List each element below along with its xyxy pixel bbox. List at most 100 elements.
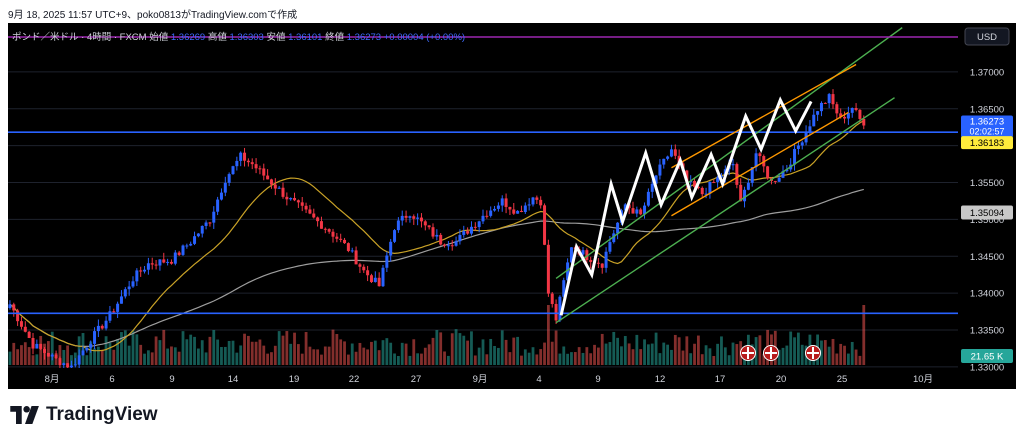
candle-body: [266, 176, 269, 180]
volume-bar: [466, 341, 469, 365]
volume-bar: [409, 356, 412, 365]
volume-bar: [247, 336, 250, 365]
ohlc-legend: ポンド／米ドル · 4時間 · FXCM 始値 1.36269 高値 1.363…: [8, 31, 958, 43]
volume-bar: [289, 344, 292, 365]
volume-bar: [143, 354, 146, 365]
volume-bar: [147, 350, 150, 365]
volume-bar: [535, 354, 538, 365]
volume-bar: [266, 354, 269, 365]
tradingview-logo: TradingView: [10, 404, 158, 426]
candle-body: [101, 326, 104, 329]
volume-bar: [189, 335, 192, 365]
candle-body: [605, 252, 608, 268]
candle-body: [774, 181, 777, 182]
volume-bar: [39, 336, 42, 365]
candle-body: [182, 246, 185, 255]
volume-bar: [193, 337, 196, 365]
time-tick-label: 22: [349, 374, 360, 385]
volume-bar: [12, 343, 15, 365]
candle-body: [224, 183, 227, 193]
volume-bar: [301, 354, 304, 365]
volume-bar: [255, 342, 258, 365]
volume-bar: [405, 344, 408, 365]
legend-field: 1.36303: [230, 32, 267, 43]
candle-body: [482, 216, 485, 222]
price-chart[interactable]: 1.37000 1.36500 1.35500 1.35000 1.34500 1.340…: [8, 23, 1016, 389]
volume-bar: [262, 346, 265, 365]
candle-body: [216, 200, 219, 212]
candle-body: [732, 164, 735, 165]
volume-bar: [174, 347, 177, 365]
volume-bar: [185, 339, 188, 365]
candle-body: [674, 149, 677, 155]
price-tick-label: 1.35500: [970, 178, 1004, 189]
candle-body: [308, 209, 311, 213]
volume-bar: [309, 347, 312, 365]
candle-body: [558, 297, 561, 321]
candle-body: [447, 245, 450, 246]
time-tick-label: 4: [536, 374, 541, 385]
channel-upper-orange: [671, 65, 856, 168]
volume-bar: [135, 334, 138, 365]
countdown-text: 02:02:57: [969, 127, 1004, 137]
candle-body: [351, 250, 354, 251]
candle-body: [124, 289, 127, 296]
candle-body: [335, 237, 338, 239]
volume-bar: [455, 329, 458, 365]
time-tick-label: 6: [109, 374, 114, 385]
volume-bar: [212, 330, 215, 365]
hline-price-label: 1.36183: [961, 136, 1013, 149]
price-tick-label: 1.36500: [970, 104, 1004, 115]
volume-bar: [735, 344, 738, 365]
candle-body: [647, 192, 650, 206]
candle-body: [743, 190, 746, 201]
candle-body: [158, 259, 161, 265]
candle-body: [51, 355, 54, 357]
candle-body: [716, 177, 719, 182]
candle-body: [466, 231, 469, 233]
volume-bar: [793, 337, 796, 365]
candle-body: [835, 104, 838, 113]
volume-bar: [555, 331, 558, 365]
time-tick-label: 9: [595, 374, 600, 385]
candle-body: [639, 209, 642, 214]
volume-bar: [505, 340, 508, 365]
volume-bar: [382, 340, 385, 365]
candle-body: [285, 197, 288, 199]
volume-bar: [162, 330, 165, 365]
candle-body: [501, 198, 504, 205]
volume-bar: [551, 342, 554, 365]
volume-bar: [401, 343, 404, 365]
candle-body: [147, 263, 150, 269]
candle-body: [362, 267, 365, 271]
volume-bar: [855, 350, 858, 365]
candle-body: [212, 212, 215, 223]
candle-body: [297, 200, 300, 202]
candle-body: [343, 240, 346, 243]
candle-body: [112, 311, 115, 312]
candle-body: [435, 235, 438, 237]
volume-bar: [447, 356, 450, 365]
legend-field: 終値: [325, 31, 347, 43]
candle-body: [451, 245, 454, 246]
volume-bar: [201, 340, 204, 365]
chart-frame[interactable]: 1.37000 1.36500 1.35500 1.35000 1.34500 1.340…: [8, 23, 1016, 389]
candle-body: [712, 182, 715, 183]
volume-bar: [512, 338, 515, 365]
volume-bar: [859, 356, 862, 365]
volume-bar: [497, 348, 500, 365]
candle-body: [374, 278, 377, 282]
time-tick-label: 19: [289, 374, 300, 385]
volume-bar: [239, 345, 242, 365]
volume-bar: [16, 349, 19, 365]
volume-bar: [105, 336, 108, 365]
candle-body: [658, 165, 661, 176]
candle-body: [151, 263, 154, 264]
currency-button[interactable]: USD: [965, 28, 1009, 45]
candle-body: [651, 184, 654, 192]
candle-body: [332, 232, 335, 237]
candle-body: [16, 310, 19, 321]
candle-body: [382, 268, 385, 286]
volume-bar: [470, 331, 473, 365]
